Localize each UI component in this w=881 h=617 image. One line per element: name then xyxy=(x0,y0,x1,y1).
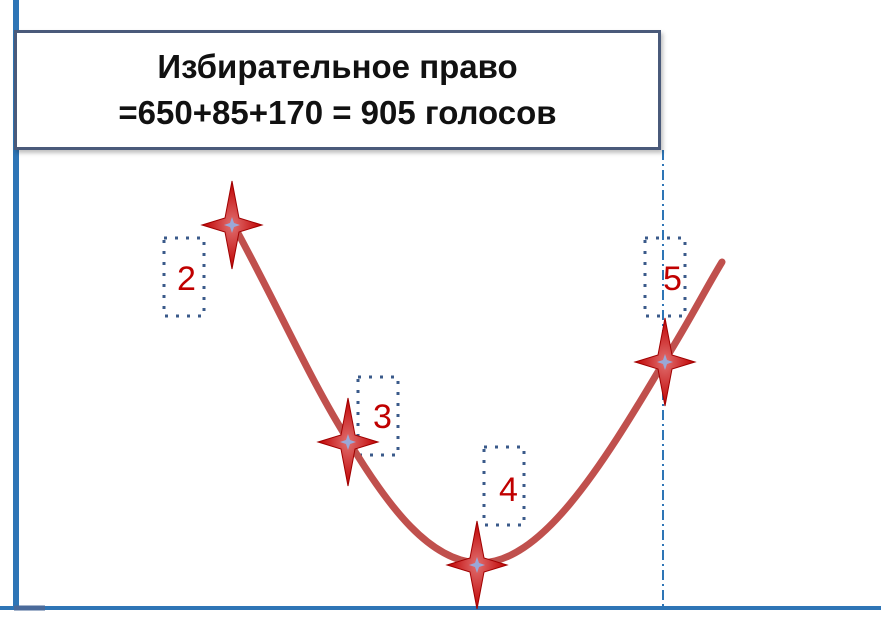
star-point-3 xyxy=(445,520,509,610)
star-point-4 xyxy=(633,317,697,407)
label-3: 3 xyxy=(373,398,392,436)
label-box-2 xyxy=(162,236,206,318)
label-box-5 xyxy=(643,236,687,318)
star-point-2 xyxy=(316,397,380,487)
title-line-1: Избирательное право xyxy=(157,48,518,85)
title-box: Избирательное право =650+85+170 = 905 го… xyxy=(14,30,661,150)
label-2: 2 xyxy=(177,260,196,298)
curve-line xyxy=(228,218,726,567)
label-box-3 xyxy=(356,375,400,457)
title-line-2: =650+85+170 = 905 голосов xyxy=(118,94,557,131)
label-4: 4 xyxy=(499,471,518,509)
label-5: 5 xyxy=(663,260,682,298)
star-point-1 xyxy=(200,180,264,270)
label-box-4 xyxy=(482,445,526,527)
